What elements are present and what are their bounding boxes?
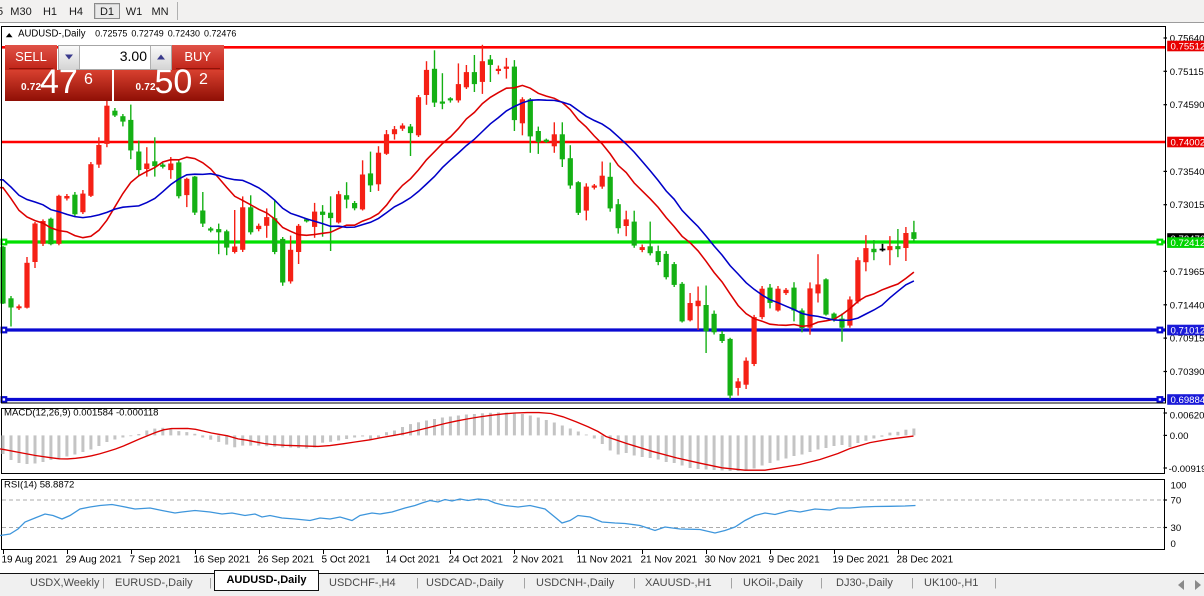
svg-text:0.00: 0.00: [1170, 431, 1189, 442]
svg-text:0.69884: 0.69884: [1171, 395, 1204, 406]
svg-text:14 Oct 2021: 14 Oct 2021: [386, 555, 441, 566]
svg-text:MACD(12,26,9) 0.001584 -0.0001: MACD(12,26,9) 0.001584 -0.000118: [4, 408, 159, 419]
svg-text:AUDUSD-,Daily: AUDUSD-,Daily: [18, 29, 85, 40]
svg-text:0.72476: 0.72476: [204, 29, 236, 40]
svg-text:0.74590: 0.74590: [1170, 100, 1204, 111]
svg-text:28 Dec 2021: 28 Dec 2021: [897, 555, 954, 566]
svg-text:29 Aug 2021: 29 Aug 2021: [66, 555, 123, 566]
svg-text:0.0062011: 0.0062011: [1170, 411, 1204, 422]
svg-text:0.73015: 0.73015: [1170, 200, 1204, 211]
svg-text:0.73540: 0.73540: [1170, 167, 1204, 178]
svg-text:19 Aug 2021: 19 Aug 2021: [2, 555, 59, 566]
svg-text:0: 0: [1171, 539, 1176, 550]
svg-text:24 Oct 2021: 24 Oct 2021: [449, 555, 504, 566]
svg-text:0.75115: 0.75115: [1170, 67, 1204, 78]
svg-text:2 Nov 2021: 2 Nov 2021: [513, 555, 565, 566]
svg-text:0.74002: 0.74002: [1171, 138, 1204, 149]
svg-text:0.75640: 0.75640: [1170, 34, 1204, 45]
svg-text:0.70390: 0.70390: [1170, 367, 1204, 378]
svg-text:16 Sep 2021: 16 Sep 2021: [194, 555, 251, 566]
svg-text:5 Oct 2021: 5 Oct 2021: [322, 555, 371, 566]
svg-text:-0.0091948: -0.0091948: [1169, 464, 1204, 475]
svg-text:26 Sep 2021: 26 Sep 2021: [258, 555, 315, 566]
svg-text:0.71965: 0.71965: [1170, 267, 1204, 278]
svg-text:100: 100: [1171, 481, 1187, 492]
svg-text:0.70915: 0.70915: [1170, 334, 1204, 345]
svg-text:70: 70: [1171, 496, 1182, 507]
svg-text:30: 30: [1171, 523, 1182, 534]
svg-text:30 Nov 2021: 30 Nov 2021: [705, 555, 762, 566]
svg-text:11 Nov 2021: 11 Nov 2021: [577, 555, 633, 566]
svg-text:0.72575: 0.72575: [95, 29, 127, 40]
svg-text:0.72749: 0.72749: [131, 29, 163, 40]
svg-text:9 Dec 2021: 9 Dec 2021: [769, 555, 821, 566]
svg-text:0.72430: 0.72430: [168, 29, 200, 40]
svg-text:0.71012: 0.71012: [1171, 326, 1204, 337]
svg-text:19 Dec 2021: 19 Dec 2021: [833, 555, 890, 566]
svg-text:0.75512: 0.75512: [1171, 42, 1204, 53]
svg-text:RSI(14) 58.8872: RSI(14) 58.8872: [4, 479, 74, 490]
svg-text:21 Nov 2021: 21 Nov 2021: [641, 555, 698, 566]
svg-text:7 Sep 2021: 7 Sep 2021: [130, 555, 182, 566]
svg-text:0.71440: 0.71440: [1170, 300, 1204, 311]
svg-text:0.72412: 0.72412: [1171, 238, 1204, 249]
